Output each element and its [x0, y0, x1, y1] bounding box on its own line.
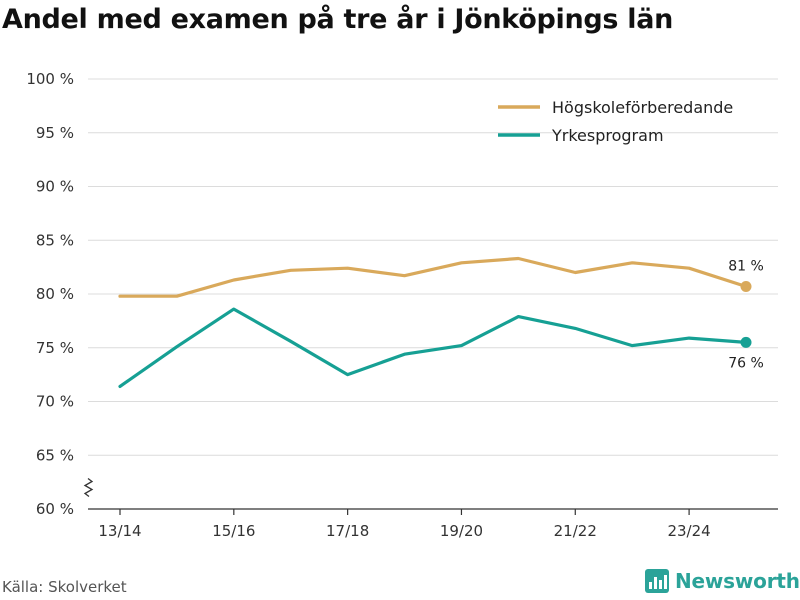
series-end-point: [740, 336, 752, 348]
series-end-label: 81 %: [728, 258, 764, 274]
series-line-yrkesprogram: [118, 307, 748, 388]
series-line-högskoleförberedande: [118, 256, 748, 298]
x-tick-label: 23/24: [667, 522, 710, 540]
source-label: Källa: Skolverket: [2, 578, 127, 596]
series-end-label: 76 %: [728, 355, 764, 371]
legend: Högskoleförberedande Yrkesprogram: [498, 98, 733, 145]
x-tick-label: 21/22: [554, 522, 597, 540]
y-tick-label: 90 %: [36, 178, 74, 196]
y-tick-label: 80 %: [36, 285, 74, 303]
x-tick-label: 17/18: [326, 522, 369, 540]
brand-name: Newsworthy: [675, 569, 800, 593]
bar-chart-icon: [645, 569, 669, 593]
chart-title: Andel med examen på tre år i Jönköpings …: [2, 4, 674, 35]
x-tick-label: 19/20: [440, 522, 483, 540]
y-axis-tick-labels: 60 % 65 % 70 % 75 % 80 % 85 % 90 % 95 % 100 %: [26, 70, 74, 518]
x-axis: 13/14 15/16 17/18 19/20 21/22 23/24: [98, 509, 711, 540]
legend-label: Högskoleförberedande: [552, 98, 733, 117]
series-end-point: [740, 280, 752, 292]
newsworthy-logo: Newsworthy: [645, 569, 800, 593]
y-tick-label: 70 %: [36, 393, 74, 411]
y-tick-label: 65 %: [36, 446, 74, 464]
x-tick-label: 13/14: [98, 522, 141, 540]
y-tick-label: 100 %: [26, 70, 74, 88]
y-tick-label: 85 %: [36, 231, 74, 249]
y-tick-label: 75 %: [36, 339, 74, 357]
axis-break-icon: [83, 477, 94, 498]
series-lines: 81 % 76 %: [118, 256, 764, 388]
y-tick-label: 95 %: [36, 124, 74, 142]
gridlines: [83, 78, 778, 510]
y-tick-label: 60 %: [36, 500, 74, 518]
x-tick-label: 15/16: [212, 522, 255, 540]
legend-label: Yrkesprogram: [551, 126, 664, 145]
